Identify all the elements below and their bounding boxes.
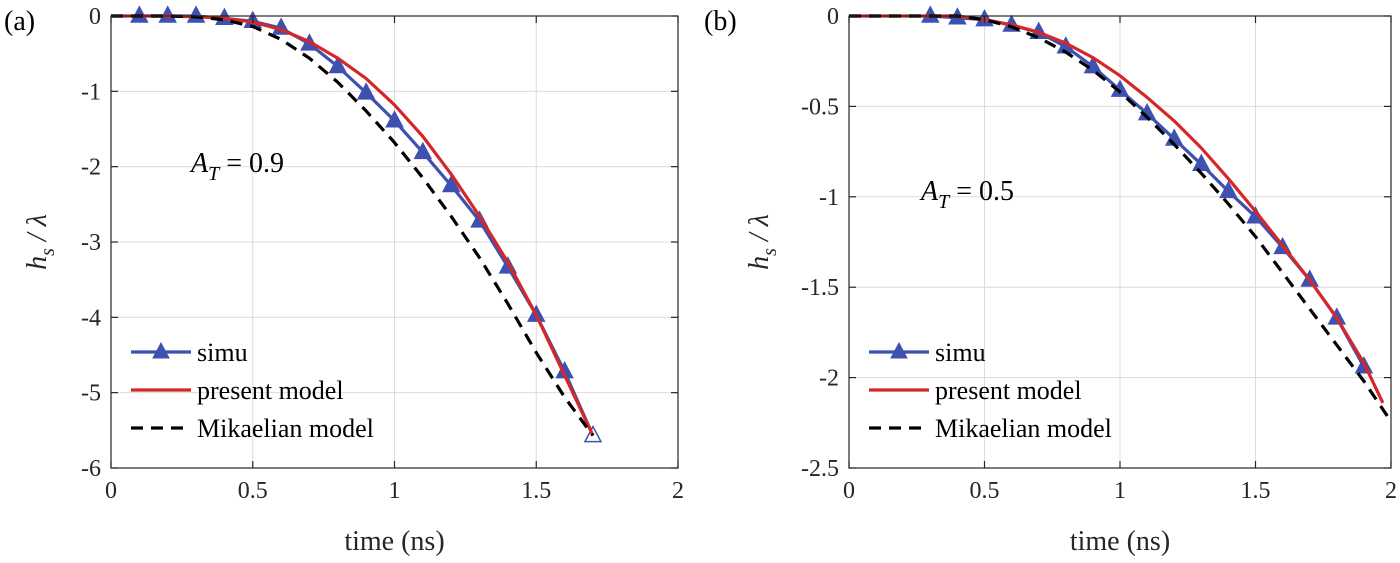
simu-marker bbox=[328, 55, 348, 74]
y-tick-label: -1 bbox=[819, 185, 839, 211]
simu-marker bbox=[1192, 153, 1211, 172]
simu-marker bbox=[385, 110, 404, 128]
simu-marker bbox=[1083, 56, 1103, 74]
y-tick-label: -5 bbox=[81, 381, 101, 407]
simu-marker bbox=[1219, 180, 1238, 199]
x-tick-label: 0.5 bbox=[970, 478, 1000, 504]
annotation-sub: T bbox=[208, 163, 221, 185]
legend: simu present model Mikaelian model bbox=[131, 338, 374, 443]
legend-marker bbox=[152, 341, 170, 359]
simu-marker bbox=[413, 141, 433, 160]
x-tick-label: 1.5 bbox=[521, 478, 551, 504]
y-axis-label-sub: s bbox=[37, 248, 59, 256]
y-tick-label: -1 bbox=[81, 79, 101, 105]
x-axis-label: time (ns) bbox=[1070, 526, 1170, 557]
y-tick-label: -2 bbox=[81, 155, 101, 181]
y-tick-label: -3 bbox=[81, 230, 101, 256]
annotation-value: = 0.9 bbox=[219, 148, 284, 179]
y-tick-label: -1.5 bbox=[801, 275, 839, 301]
annotation: AT = 0.9 bbox=[189, 148, 284, 185]
x-tick-label: 1.5 bbox=[1241, 478, 1271, 504]
panel-label: (a) bbox=[4, 6, 35, 37]
y-tick-label: -6 bbox=[81, 456, 101, 482]
x-tick-label: 0 bbox=[105, 478, 117, 504]
simu-marker bbox=[356, 82, 376, 100]
y-axis-label-sub: s bbox=[759, 248, 781, 256]
annotation-value: = 0.5 bbox=[949, 176, 1014, 207]
legend-marker bbox=[890, 341, 908, 359]
y-axis-label-rest: / λ bbox=[744, 214, 775, 248]
y-tick-label: 0 bbox=[827, 4, 839, 30]
legend-label: Mikaelian model bbox=[935, 414, 1112, 443]
legend-label: present model bbox=[935, 376, 1082, 405]
series-line-mikaelian-model bbox=[111, 14, 595, 437]
x-tick-label: 0 bbox=[843, 478, 855, 504]
y-tick-label: -2 bbox=[819, 366, 839, 392]
y-axis-label-main: h bbox=[744, 256, 775, 270]
y-axis-label: hs / λ bbox=[22, 214, 59, 270]
legend-label: simu bbox=[197, 338, 248, 367]
legend-label: present model bbox=[197, 376, 344, 405]
x-axis-label: time (ns) bbox=[344, 526, 444, 557]
annotation-main: A bbox=[189, 148, 209, 179]
legend-label: simu bbox=[935, 338, 986, 367]
x-tick-label: 1 bbox=[389, 478, 401, 504]
panel-label: (b) bbox=[704, 6, 737, 37]
simu-marker bbox=[441, 174, 461, 193]
y-tick-label: -4 bbox=[81, 305, 101, 331]
x-tick-label: 1 bbox=[1114, 478, 1126, 504]
y-axis-label-rest: / λ bbox=[22, 214, 53, 248]
series-line-present-model bbox=[849, 14, 1385, 404]
legend-label: Mikaelian model bbox=[197, 414, 374, 443]
x-tick-label: 2 bbox=[672, 478, 684, 504]
y-tick-label: -2.5 bbox=[801, 456, 839, 482]
y-axis-label-main: h bbox=[22, 256, 53, 270]
x-tick-label: 2 bbox=[1385, 478, 1397, 504]
annotation: AT = 0.5 bbox=[919, 176, 1014, 213]
y-tick-label: 0 bbox=[89, 4, 101, 30]
panel-a: 0 0.5 1 1.5 2 0 -1 -2 -3 -4 -5 -6 time (ns) hs / λ (a)… bbox=[4, 4, 684, 557]
y-tick-label: -0.5 bbox=[801, 94, 839, 120]
legend: simu present model Mikaelian model bbox=[869, 338, 1112, 443]
x-tick-label: 0.5 bbox=[238, 478, 268, 504]
panel-b: 0 0.5 1 1.5 2 0 -0.5 -1 -1.5 -2 -2.5 time (ns) hs / … bbox=[704, 4, 1397, 557]
y-axis-label: hs / λ bbox=[744, 214, 781, 270]
annotation-sub: T bbox=[938, 191, 951, 213]
annotation-main: A bbox=[919, 176, 939, 207]
